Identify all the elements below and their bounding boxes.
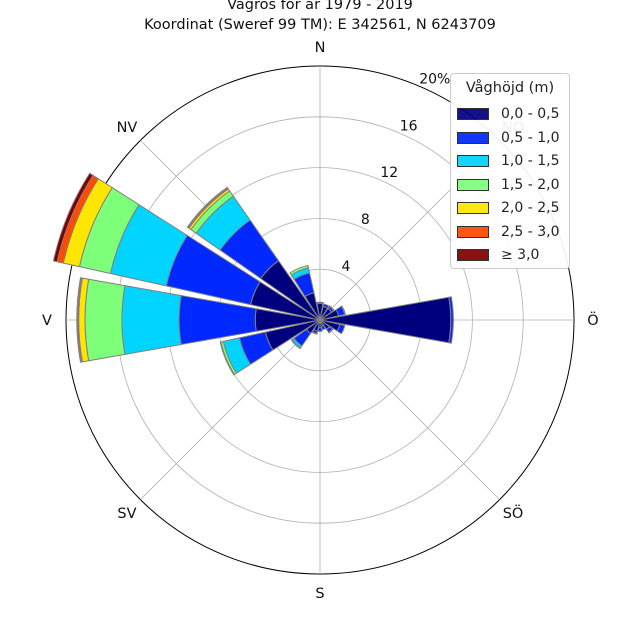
legend-item: 0,0 - 0,5 xyxy=(457,106,567,124)
legend-label: 1,0 - 1,5 xyxy=(501,153,560,169)
direction-label: S xyxy=(315,586,324,602)
legend-swatch xyxy=(457,178,489,191)
bar-segment xyxy=(186,186,229,229)
legend-label: ≥ 3,0 xyxy=(501,247,540,263)
bar-segment xyxy=(289,264,310,276)
legend-label: 2,0 - 2,5 xyxy=(501,200,560,216)
bar-segment xyxy=(311,331,318,335)
direction-label: NV xyxy=(117,120,138,136)
bar-segment xyxy=(52,172,94,263)
legend-label: 1,5 - 2,0 xyxy=(501,176,560,193)
bar-segment xyxy=(219,341,236,376)
legend-swatch xyxy=(457,249,489,261)
legend-title: Våghöjd (m) xyxy=(465,80,555,96)
bar-segment xyxy=(76,277,82,363)
legend-swatch xyxy=(457,108,489,120)
legend-label: 0,0 - 0,5 xyxy=(501,106,560,122)
bar-segment xyxy=(328,305,335,312)
bar-segment xyxy=(448,296,454,344)
bar-segment xyxy=(340,305,347,316)
legend-label: 2,5 - 3,0 xyxy=(501,223,560,240)
legend-item: 1,0 - 1,5 xyxy=(457,153,567,171)
bar-segment xyxy=(328,328,334,334)
bar-segment xyxy=(322,303,330,309)
radial-tick-label: 16 xyxy=(400,118,418,134)
direction-label: SV xyxy=(117,506,136,522)
bar-segment xyxy=(290,338,302,350)
legend-swatch xyxy=(457,155,489,167)
grid-spoke xyxy=(140,319,321,500)
bar-segment xyxy=(316,301,324,305)
bar-segment xyxy=(336,323,346,335)
legend-label: 0,5 - 1,0 xyxy=(501,129,560,146)
chart-title: Vågros för år 1979 - 2019 xyxy=(227,0,413,13)
direction-label: V xyxy=(42,313,52,329)
legend-item: 0,5 - 1,0 xyxy=(457,130,567,148)
radial-tick-label: 4 xyxy=(341,259,350,275)
direction-label: Ö xyxy=(587,311,598,329)
legend-item: 2,0 - 2,5 xyxy=(457,200,567,218)
grid-spoke xyxy=(319,319,500,500)
legend-swatch xyxy=(457,131,489,144)
bar-segment xyxy=(319,296,452,344)
legend-swatch xyxy=(457,225,489,238)
wave-rose-bars xyxy=(52,172,454,376)
legend-item: 2,5 - 3,0 xyxy=(457,224,567,242)
radial-tick-label: 12 xyxy=(380,165,398,181)
direction-label: SÖ xyxy=(503,504,524,522)
legend-item: 1,5 - 2,0 xyxy=(457,177,567,195)
direction-label: N xyxy=(315,40,326,56)
legend-item: ≥ 3,0 xyxy=(457,247,567,265)
chart-subtitle: Koordinat (Sweref 99 TM): E 342561, N 62… xyxy=(144,17,496,33)
radial-tick-label: 20% xyxy=(419,71,450,87)
bar-segment xyxy=(84,278,126,362)
radial-tick-label: 8 xyxy=(361,212,370,228)
legend: Våghöjd (m) 0,0 - 0,5 0,5 - 1,0 1,0 - 1,5 1… xyxy=(450,73,570,269)
bar-segment xyxy=(121,285,182,355)
legend-swatch xyxy=(457,202,489,214)
